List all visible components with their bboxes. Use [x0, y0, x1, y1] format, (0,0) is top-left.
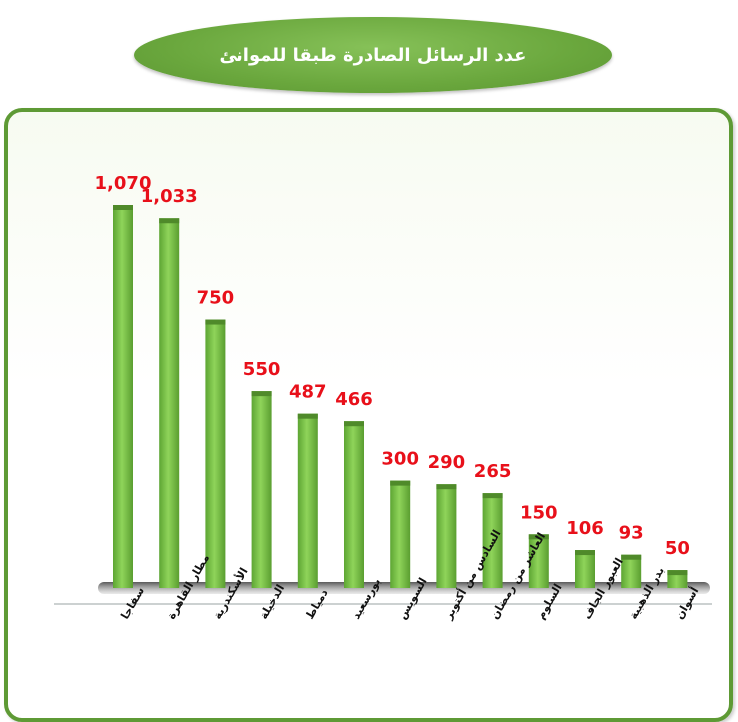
- bar: [344, 421, 364, 588]
- bar-value-label: 150: [520, 502, 558, 523]
- bar-top-cap: [344, 421, 364, 427]
- bar-value-label: 550: [243, 359, 281, 380]
- bar-top-cap: [667, 570, 688, 576]
- bar-value-label: 290: [428, 452, 466, 473]
- bar-top-cap: [113, 205, 133, 210]
- bar: [297, 413, 318, 588]
- bar-value-label: 466: [335, 389, 373, 410]
- bar-top-cap: [297, 413, 318, 419]
- bar: [205, 319, 226, 588]
- bar-value-label: 487: [289, 382, 327, 403]
- bar-value-label: 106: [566, 518, 604, 539]
- bar-top-cap: [159, 218, 180, 224]
- chart-title-banner: عدد الرسائل الصادرة طبقا للموانئ: [134, 17, 612, 93]
- bar: [390, 480, 411, 588]
- bar: [251, 391, 272, 588]
- bar-value-label: 1,033: [141, 186, 198, 207]
- bar-top-cap: [390, 480, 411, 486]
- bar-top-cap: [251, 391, 272, 397]
- bars-group: [113, 205, 688, 588]
- bar-value-label: 750: [197, 288, 235, 309]
- bar: [621, 554, 642, 588]
- bar: [575, 550, 595, 588]
- bar: [113, 205, 133, 588]
- bar-top-cap: [621, 554, 642, 560]
- bar-top-cap: [528, 534, 549, 540]
- bar: [528, 534, 549, 588]
- bar: [159, 218, 180, 588]
- bar-top-cap: [482, 493, 503, 499]
- bar-top-cap: [205, 319, 226, 325]
- bar: [436, 484, 457, 588]
- bar-top-cap: [436, 484, 457, 490]
- bar-value-label: 300: [381, 449, 419, 470]
- bar: [482, 493, 503, 588]
- bar-value-label: 50: [665, 538, 690, 559]
- bar-value-label: 93: [619, 523, 644, 544]
- bar-value-label: 265: [474, 461, 512, 482]
- bar-value-label: 1,070: [95, 173, 152, 194]
- bar-top-cap: [575, 550, 595, 556]
- chart-title: عدد الرسائل الصادرة طبقا للموانئ: [219, 44, 527, 66]
